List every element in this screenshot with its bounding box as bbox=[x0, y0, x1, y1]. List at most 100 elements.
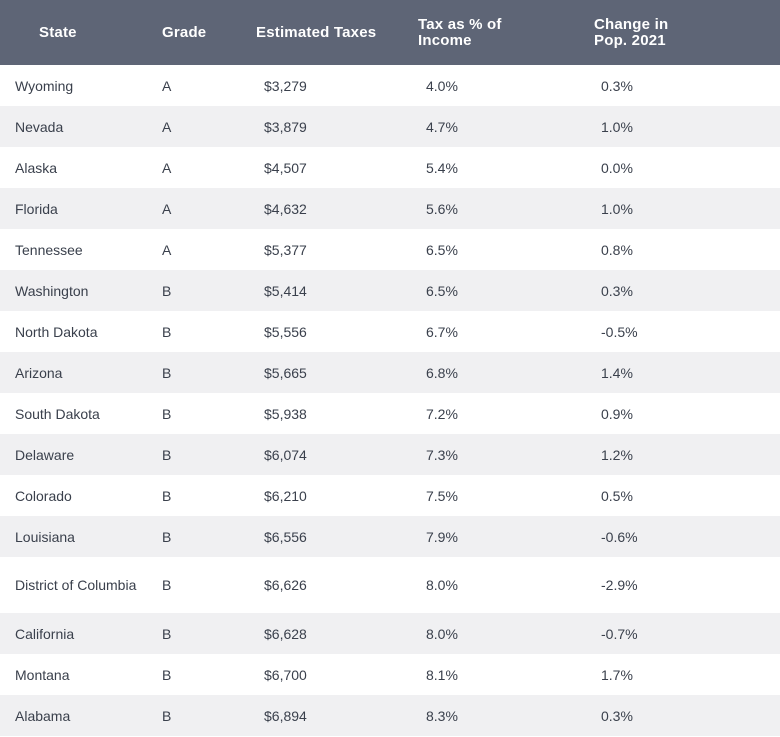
column-header-grade[interactable]: Grade bbox=[162, 0, 256, 65]
table-row: District of Columbia B $6,626 8.0% -2.9% bbox=[0, 557, 780, 613]
tax-pct-income-cell: 8.3% bbox=[426, 707, 458, 724]
change-in-pop-cell: 0.0% bbox=[601, 159, 633, 176]
state-cell: Montana bbox=[15, 666, 70, 683]
state-cell: Arizona bbox=[15, 364, 63, 381]
table-row: South Dakota B $5,938 7.2% 0.9% bbox=[0, 393, 780, 434]
grade-cell: A bbox=[162, 200, 172, 217]
grade-cell: B bbox=[162, 323, 172, 340]
column-header-state[interactable]: State bbox=[0, 0, 162, 65]
estimated-taxes-cell: $6,628 bbox=[264, 625, 307, 642]
column-header-estimated-taxes[interactable]: Estimated Taxes bbox=[256, 0, 418, 65]
state-cell: Nevada bbox=[15, 118, 64, 135]
change-in-pop-cell: 0.3% bbox=[601, 707, 633, 724]
tax-pct-income-cell: 7.9% bbox=[426, 528, 458, 545]
change-in-pop-cell: 0.8% bbox=[601, 241, 633, 258]
tax-pct-income-cell: 5.6% bbox=[426, 200, 458, 217]
grade-cell: B bbox=[162, 364, 172, 381]
header-row: State Grade Estimated Taxes Tax as % of … bbox=[0, 0, 780, 65]
column-header-change-in-pop[interactable]: Change in Pop. 2021 bbox=[594, 0, 780, 65]
tax-pct-income-cell: 8.1% bbox=[426, 666, 458, 683]
state-cell: Delaware bbox=[15, 446, 75, 463]
state-cell: North Dakota bbox=[15, 323, 98, 340]
grade-cell: B bbox=[162, 405, 172, 422]
table-row: Delaware B $6,074 7.3% 1.2% bbox=[0, 434, 780, 475]
tax-pct-income-cell: 6.7% bbox=[426, 323, 458, 340]
table-row: California B $6,628 8.0% -0.7% bbox=[0, 613, 780, 654]
change-in-pop-cell: 1.2% bbox=[601, 446, 633, 463]
table-row: Arizona B $5,665 6.8% 1.4% bbox=[0, 352, 780, 393]
state-cell: Louisiana bbox=[15, 528, 75, 545]
estimated-taxes-cell: $6,700 bbox=[264, 666, 307, 683]
change-in-pop-cell: -0.7% bbox=[601, 625, 638, 642]
change-in-pop-cell: 0.9% bbox=[601, 405, 633, 422]
estimated-taxes-cell: $6,894 bbox=[264, 707, 307, 724]
tax-pct-income-cell: 8.0% bbox=[426, 625, 458, 642]
grade-cell: A bbox=[162, 241, 172, 258]
column-header-grade-label: Grade bbox=[162, 23, 207, 41]
table-row: Nevada A $3,879 4.7% 1.0% bbox=[0, 106, 780, 147]
table-row: Florida A $4,632 5.6% 1.0% bbox=[0, 188, 780, 229]
change-in-pop-cell: -2.9% bbox=[601, 577, 638, 593]
change-in-pop-cell: 1.0% bbox=[601, 118, 633, 135]
column-header-tax-pct-income-label: Tax as % of Income bbox=[418, 15, 502, 49]
table-body: Wyoming A $3,279 4.0% 0.3% Nevada A $3,879 4.7% 1… bbox=[0, 65, 780, 736]
tax-pct-income-cell: 7.5% bbox=[426, 487, 458, 504]
change-in-pop-cell: -0.6% bbox=[601, 528, 638, 545]
grade-cell: A bbox=[162, 159, 172, 176]
grade-cell: A bbox=[162, 118, 172, 135]
grade-cell: B bbox=[162, 282, 172, 299]
table-row: Washington B $5,414 6.5% 0.3% bbox=[0, 270, 780, 311]
estimated-taxes-cell: $6,074 bbox=[264, 446, 307, 463]
tax-pct-income-cell: 7.3% bbox=[426, 446, 458, 463]
state-cell: Tennessee bbox=[15, 241, 83, 258]
state-cell: Florida bbox=[15, 200, 58, 217]
tax-pct-income-cell: 4.7% bbox=[426, 118, 458, 135]
column-header-tax-pct-income[interactable]: Tax as % of Income bbox=[418, 0, 594, 65]
tax-pct-income-cell: 6.5% bbox=[426, 241, 458, 258]
tax-pct-income-cell: 7.2% bbox=[426, 405, 458, 422]
grade-cell: B bbox=[162, 446, 172, 463]
estimated-taxes-cell: $5,414 bbox=[264, 282, 307, 299]
state-cell: Wyoming bbox=[15, 77, 74, 94]
estimated-taxes-cell: $3,879 bbox=[264, 118, 307, 135]
grade-cell: B bbox=[162, 577, 172, 593]
estimated-taxes-cell: $6,626 bbox=[264, 577, 307, 593]
state-cell: Washington bbox=[15, 282, 89, 299]
change-in-pop-cell: -0.5% bbox=[601, 323, 638, 340]
table-row: Alaska A $4,507 5.4% 0.0% bbox=[0, 147, 780, 188]
column-header-change-in-pop-label: Change in Pop. 2021 bbox=[594, 15, 669, 49]
column-header-state-label: State bbox=[39, 23, 77, 41]
state-cell: District of Columbia bbox=[15, 577, 137, 593]
table-header: State Grade Estimated Taxes Tax as % of … bbox=[0, 0, 780, 65]
table-row: Montana B $6,700 8.1% 1.7% bbox=[0, 654, 780, 695]
change-in-pop-cell: 0.5% bbox=[601, 487, 633, 504]
tax-pct-income-cell: 6.8% bbox=[426, 364, 458, 381]
state-cell: Colorado bbox=[15, 487, 72, 504]
grade-cell: A bbox=[162, 77, 172, 94]
estimated-taxes-cell: $3,279 bbox=[264, 77, 307, 94]
estimated-taxes-cell: $4,632 bbox=[264, 200, 307, 217]
table-row: Colorado B $6,210 7.5% 0.5% bbox=[0, 475, 780, 516]
estimated-taxes-cell: $5,665 bbox=[264, 364, 307, 381]
estimated-taxes-cell: $5,556 bbox=[264, 323, 307, 340]
state-cell: California bbox=[15, 625, 75, 642]
tax-pct-income-cell: 8.0% bbox=[426, 577, 458, 593]
estimated-taxes-cell: $6,210 bbox=[264, 487, 307, 504]
grade-cell: B bbox=[162, 528, 172, 545]
change-in-pop-cell: 1.0% bbox=[601, 200, 633, 217]
tax-pct-income-cell: 5.4% bbox=[426, 159, 458, 176]
grade-cell: B bbox=[162, 666, 172, 683]
table-row: Louisiana B $6,556 7.9% -0.6% bbox=[0, 516, 780, 557]
estimated-taxes-cell: $5,377 bbox=[264, 241, 307, 258]
grade-cell: B bbox=[162, 625, 172, 642]
estimated-taxes-cell: $5,938 bbox=[264, 405, 307, 422]
estimated-taxes-cell: $4,507 bbox=[264, 159, 307, 176]
grade-cell: B bbox=[162, 707, 172, 724]
change-in-pop-cell: 1.7% bbox=[601, 666, 633, 683]
estimated-taxes-cell: $6,556 bbox=[264, 528, 307, 545]
table-row: Wyoming A $3,279 4.0% 0.3% bbox=[0, 65, 780, 106]
change-in-pop-cell: 0.3% bbox=[601, 282, 633, 299]
change-in-pop-cell: 0.3% bbox=[601, 77, 633, 94]
tax-pct-income-cell: 6.5% bbox=[426, 282, 458, 299]
